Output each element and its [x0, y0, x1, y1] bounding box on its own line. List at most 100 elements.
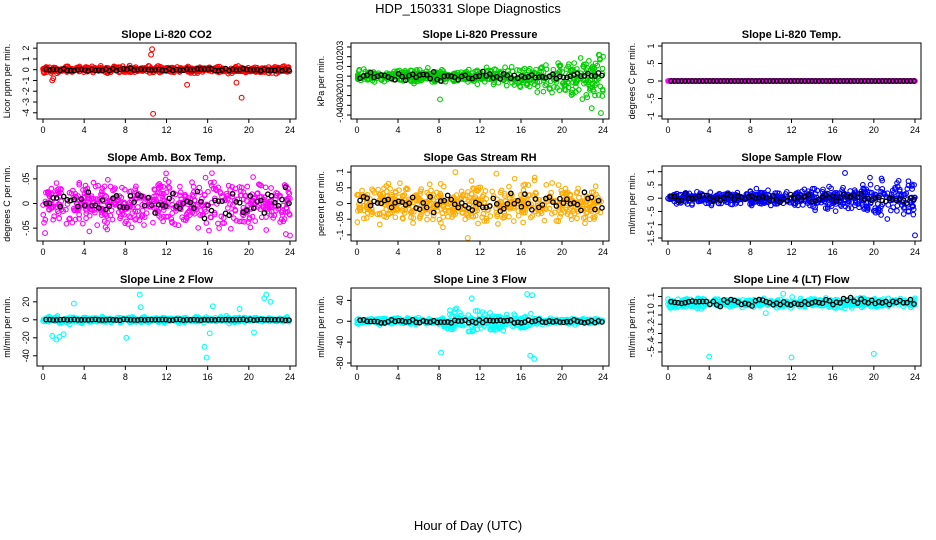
mean-point	[194, 316, 201, 323]
outlier-point	[70, 300, 77, 307]
data-point	[547, 78, 554, 85]
mean-point	[243, 66, 250, 73]
mean-point	[85, 189, 92, 196]
data-point	[375, 186, 381, 193]
data-point	[433, 189, 440, 196]
data-point	[430, 212, 437, 219]
mean-point	[99, 317, 106, 323]
data-point	[488, 326, 494, 333]
panel-title: Slope Gas Stream RH	[423, 152, 536, 164]
mean-point	[731, 196, 738, 203]
y-tick-label: -2	[21, 87, 31, 95]
outlier-point	[236, 306, 243, 312]
data-point	[82, 182, 89, 189]
data-points	[354, 51, 606, 117]
mean-point	[890, 78, 896, 84]
mean-point	[360, 73, 367, 79]
data-point	[531, 81, 538, 88]
mean-point	[900, 78, 907, 84]
data-points	[665, 170, 918, 239]
data-point	[66, 216, 72, 222]
data-point	[79, 220, 86, 227]
data-point	[847, 188, 854, 194]
data-point	[158, 215, 164, 221]
mean-point	[472, 73, 479, 80]
data-point	[397, 180, 403, 187]
data-point	[515, 212, 522, 219]
data-point	[884, 216, 891, 222]
mean-point	[236, 316, 243, 323]
mean-point	[201, 316, 208, 323]
mean-point	[141, 202, 148, 209]
mean-point	[809, 198, 815, 205]
data-point	[707, 189, 714, 195]
mean-point	[187, 317, 194, 323]
data-point	[252, 218, 258, 224]
x-tick-label: 16	[516, 372, 526, 382]
data-point	[568, 212, 574, 219]
data-point	[396, 187, 402, 193]
data-point	[409, 208, 415, 214]
x-tick-label: 16	[203, 372, 213, 382]
data-point	[418, 76, 425, 83]
mean-point	[529, 206, 535, 213]
data-point	[209, 170, 215, 177]
y-tick-label: -4	[21, 109, 31, 117]
data-point	[143, 210, 150, 217]
data-point	[163, 64, 170, 71]
data-point	[591, 65, 598, 72]
mean-point	[780, 78, 787, 84]
data-point	[155, 182, 161, 189]
y-tick-label: .02	[335, 50, 345, 63]
data-point	[241, 218, 248, 225]
data-point	[894, 180, 900, 186]
data-point	[852, 202, 858, 209]
data-point	[500, 215, 506, 221]
data-point	[534, 89, 541, 95]
data-point	[201, 192, 208, 199]
data-point	[910, 211, 917, 218]
mean-point	[81, 67, 88, 73]
x-tick-label: 20	[557, 372, 567, 382]
mean-point	[173, 66, 180, 73]
data-point	[189, 191, 196, 198]
mean-point	[550, 199, 556, 206]
mean-point	[127, 192, 134, 199]
mean-point	[162, 316, 169, 323]
data-point	[157, 182, 164, 189]
mean-point	[57, 203, 64, 210]
data-point	[141, 222, 147, 228]
mean-point	[507, 190, 514, 197]
data-point	[832, 208, 839, 214]
data-point	[155, 189, 161, 196]
data-point	[51, 213, 57, 220]
data-point	[557, 62, 564, 69]
x-tick-label: 12	[475, 372, 485, 382]
data-point	[126, 213, 132, 220]
mean-point	[155, 202, 162, 208]
data-point	[139, 194, 146, 200]
data-point	[368, 205, 375, 212]
x-tick-label: 4	[707, 125, 712, 135]
data-point	[475, 220, 481, 227]
mean-point	[682, 78, 689, 84]
x-tick-label: 0	[40, 125, 45, 135]
data-point	[583, 196, 590, 203]
mean-point	[53, 195, 60, 201]
x-tick-label: 4	[395, 372, 400, 382]
x-tick-label: 24	[285, 247, 295, 257]
outlier-point	[493, 170, 500, 177]
mean-point	[208, 207, 215, 214]
x-tick-label: 16	[516, 247, 526, 257]
x-tick-label: 8	[436, 125, 441, 135]
data-point	[99, 206, 106, 212]
y-tick-label: 0	[21, 201, 31, 206]
mean-point	[191, 66, 197, 73]
mean-point	[233, 199, 240, 205]
data-point	[430, 72, 437, 78]
mean-point	[81, 316, 88, 323]
data-point	[447, 307, 453, 314]
x-tick-label: 12	[161, 247, 171, 257]
mean-point	[745, 78, 752, 84]
data-point	[867, 181, 874, 188]
